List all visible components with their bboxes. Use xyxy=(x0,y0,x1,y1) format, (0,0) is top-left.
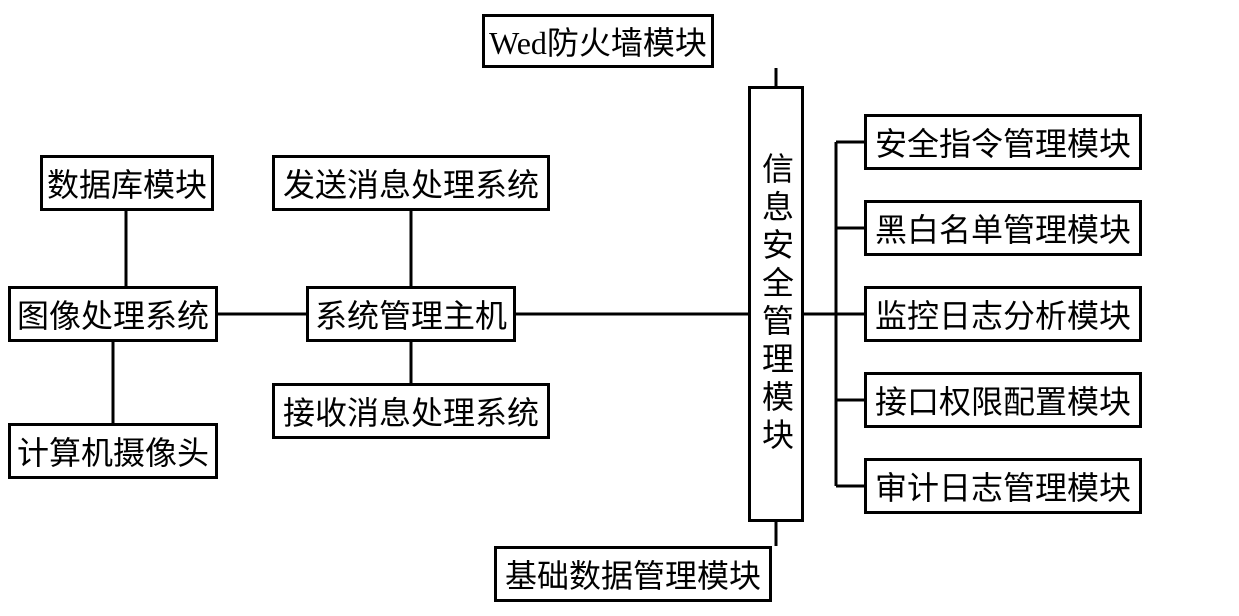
node-label: 审计日志管理模块 xyxy=(875,463,1131,509)
node-label: 系统管理主机 xyxy=(315,291,507,337)
node-label: 接口权限配置模块 xyxy=(875,377,1131,423)
node-label: 信息安全管理模块 xyxy=(753,152,799,456)
node-label: 发送消息处理系统 xyxy=(283,160,539,206)
node-label: 黑白名单管理模块 xyxy=(875,205,1131,251)
node-label: 监控日志分析模块 xyxy=(875,291,1131,337)
node-database: 数据库模块 xyxy=(40,155,214,211)
node-web_firewall: Wed防火墙模块 xyxy=(482,14,714,68)
node-label: 计算机摄像头 xyxy=(17,428,209,474)
node-label: 图像处理系统 xyxy=(17,291,209,337)
node-label: Wed防火墙模块 xyxy=(489,18,707,64)
node-base_data: 基础数据管理模块 xyxy=(494,546,772,602)
node-label: 数据库模块 xyxy=(47,160,207,206)
node-mon_log: 监控日志分析模块 xyxy=(864,286,1142,342)
node-intf_perm: 接口权限配置模块 xyxy=(864,372,1142,428)
node-info_sec: 信息安全管理模块 xyxy=(748,86,804,522)
node-sys_host: 系统管理主机 xyxy=(306,286,516,342)
node-label: 安全指令管理模块 xyxy=(875,119,1131,165)
node-label: 接收消息处理系统 xyxy=(283,388,539,434)
node-send_msg: 发送消息处理系统 xyxy=(272,155,550,211)
node-recv_msg: 接收消息处理系统 xyxy=(272,383,550,439)
node-audit_log: 审计日志管理模块 xyxy=(864,458,1142,514)
node-sec_cmd: 安全指令管理模块 xyxy=(864,114,1142,170)
node-image_proc: 图像处理系统 xyxy=(8,286,218,342)
node-bw_list: 黑白名单管理模块 xyxy=(864,200,1142,256)
node-label: 基础数据管理模块 xyxy=(505,551,761,597)
node-camera: 计算机摄像头 xyxy=(8,423,218,479)
